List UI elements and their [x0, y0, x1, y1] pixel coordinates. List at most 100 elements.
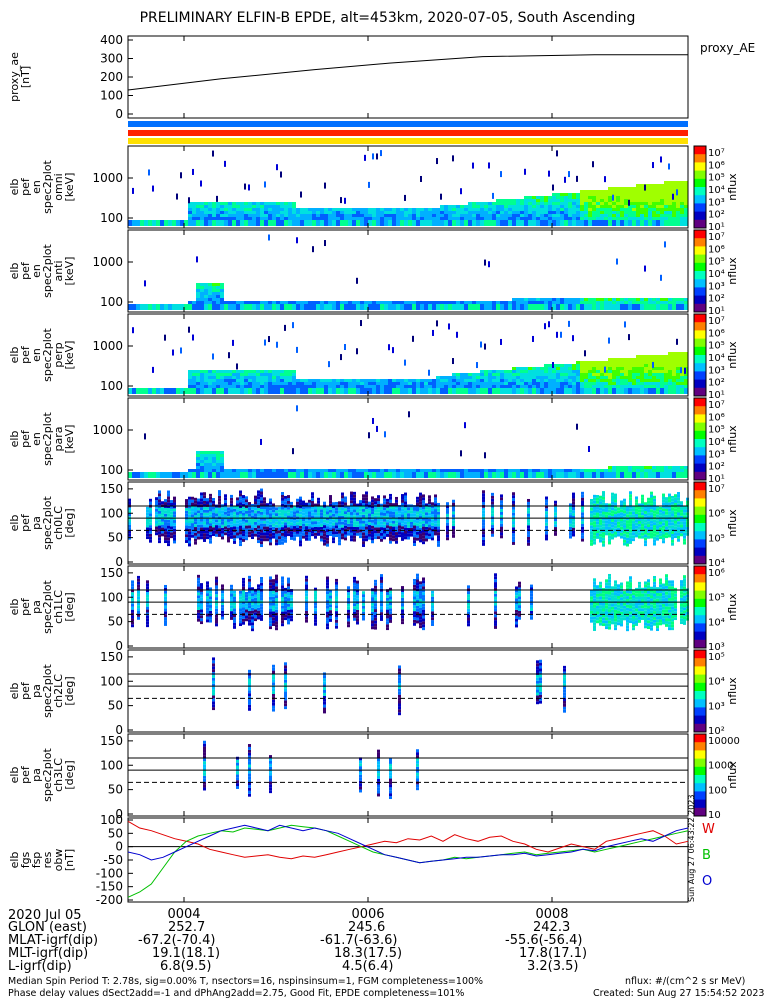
pa-ch0-cell [332, 505, 335, 509]
spec-omni-cell [684, 211, 688, 214]
spec-perp-cell [208, 370, 212, 373]
spec-anti-cell [216, 286, 220, 289]
pa-ch0-cell [446, 522, 449, 526]
spec-omni-cell [220, 214, 224, 217]
spec-perp-cell [572, 376, 576, 379]
spec-anti-cell [380, 304, 384, 310]
spec-perp-cell [212, 370, 216, 373]
spec-omni-cell [532, 196, 536, 199]
spec-anti-cell [632, 298, 636, 301]
pa-ch0-cell [302, 515, 305, 519]
spec-omni-cell [240, 211, 244, 214]
spec-perp-cell [552, 382, 556, 385]
pa-ch0-cell [614, 534, 617, 538]
pa-ch0-cell [428, 498, 431, 502]
pa-ch0-cell [674, 535, 677, 539]
spec-omni-cell [204, 208, 208, 211]
spec-anti-cell [200, 295, 204, 298]
spec-perp-cell [536, 382, 540, 385]
pa-ch0-cell [197, 521, 200, 525]
spec-para-cell [620, 466, 624, 469]
spec-perp-cell [608, 337, 610, 344]
spec-perp-cell [476, 382, 480, 385]
spec-omni-cell [548, 211, 552, 214]
pa-ch0-cell [614, 531, 617, 535]
pa-ch0-cell [308, 520, 311, 524]
spec-para-cell [224, 472, 228, 478]
pa-ch0-cell [236, 517, 239, 521]
spec-perp-cell [260, 385, 264, 388]
pa-ch0-cell [257, 525, 260, 529]
spec-omni-cell [380, 217, 384, 220]
pa-ch0-cell [437, 517, 440, 521]
spec-perp-cell [220, 382, 224, 385]
pa-ch0-cell [671, 498, 674, 502]
spec-omni-cell [140, 220, 144, 226]
pa-ch0-cell [173, 540, 176, 544]
pa-ch0-cell [221, 530, 224, 534]
spec-perp-cell [672, 376, 676, 379]
spec-omni-cell [596, 193, 600, 196]
spec-perp-cell [612, 358, 616, 361]
spec-perp-cell [584, 370, 588, 373]
spec-perp-cell [512, 373, 516, 376]
spec-para-cell [296, 405, 298, 412]
spec-para-cell [408, 472, 412, 478]
spec-perp-cell [604, 388, 608, 394]
pa-ch0-cell [641, 512, 644, 516]
spec-omni-cell [540, 196, 544, 199]
pa-ch0-cell [173, 537, 176, 541]
pa-ch0-cell [452, 528, 455, 532]
pa-ch0-cell [413, 513, 416, 517]
spec-omni-cell [544, 220, 548, 226]
spec-omni-cell [548, 214, 552, 217]
spec-para-colorbar-tick: 10² [708, 462, 725, 473]
pa-ch0-cell [239, 522, 242, 526]
spec-omni-cell [656, 211, 660, 214]
pa-ch0-cell [395, 496, 398, 500]
spec-perp-cell [464, 382, 468, 385]
pa-ch0-cell [635, 505, 638, 509]
spec-omni-cell [556, 217, 560, 220]
pa-ch0-cell [680, 509, 683, 513]
pa-ch0-cell [194, 500, 197, 504]
spec-omni-cell [200, 220, 204, 226]
pa-ch0-cell [194, 538, 197, 542]
spec-anti-cell [200, 283, 204, 286]
spec-omni-cell [664, 205, 668, 208]
spec-para-cell [660, 472, 664, 478]
pa-ch0-cell [281, 524, 284, 528]
pa-ch0-cell [203, 527, 206, 531]
spec-perp-cell [252, 385, 256, 388]
spec-omni-cell [496, 220, 500, 226]
spec-anti-cell [196, 301, 200, 304]
spec-perp-cell [320, 385, 324, 388]
pa-ch0-cell [269, 513, 272, 517]
spec-omni-cell [392, 217, 396, 220]
spec-perp-cell [548, 364, 552, 367]
spec-omni-cell [324, 182, 326, 189]
spec-omni-cell [500, 211, 504, 214]
spec-perp-cell [236, 379, 240, 382]
spec-perp-cell [228, 376, 232, 379]
spec-perp-cell [668, 388, 672, 394]
pa-ch0-cell [638, 512, 641, 516]
spec-omni-cell [604, 202, 608, 205]
spec-para-cell [372, 469, 376, 472]
pa-ch1-cell [137, 605, 140, 609]
pa-ch0-cell [434, 506, 437, 510]
spec-omni-cell [596, 208, 600, 211]
spec-omni-cell [208, 202, 212, 205]
spec-perp-cell [336, 379, 340, 382]
pa-ch0-cell [581, 529, 584, 533]
pa-ch0-cell [605, 523, 608, 527]
spec-omni-cell [656, 196, 660, 199]
spec-perp-colorbar-tick: 10² [708, 378, 725, 389]
spec-anti-colorbar-segment [694, 238, 706, 247]
spec-omni-cell [280, 171, 282, 178]
spec-perp-cell [612, 382, 616, 385]
pa-ch0-cell [188, 517, 191, 521]
pa-ch0-cell [278, 518, 281, 522]
spec-perp-cell [456, 331, 458, 338]
spec-omni-cell [588, 190, 592, 193]
